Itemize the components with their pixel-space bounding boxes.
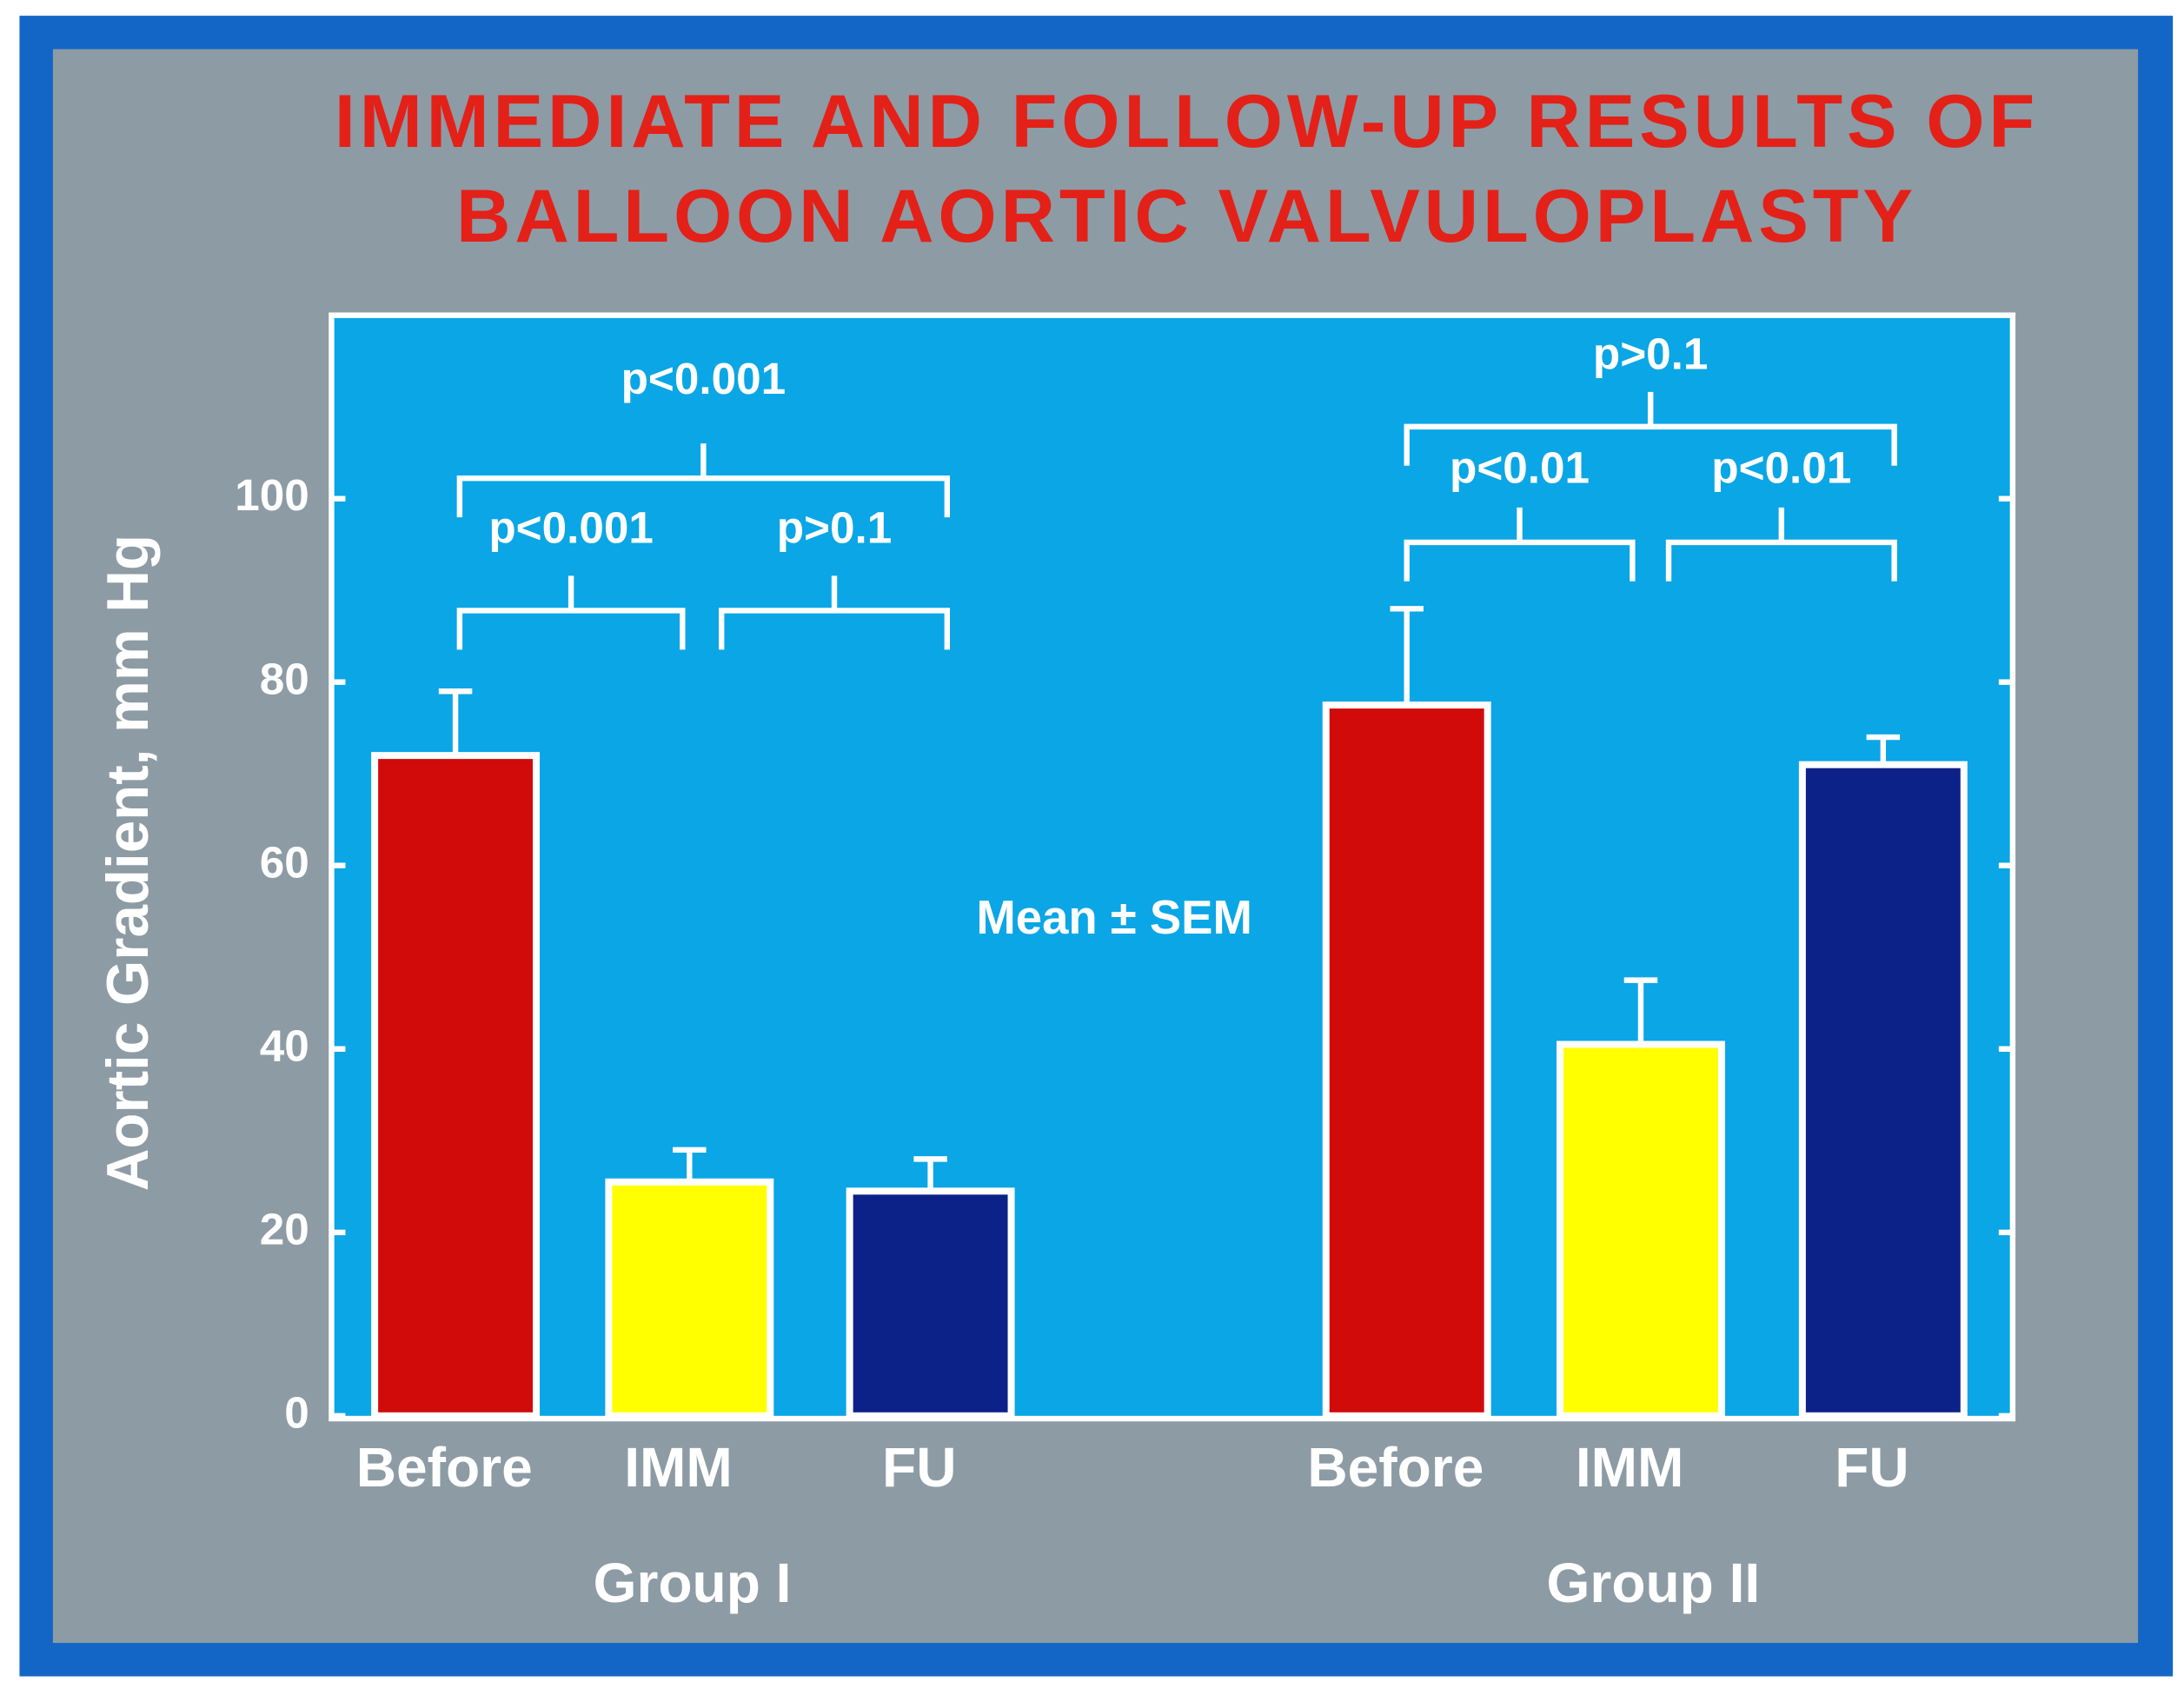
- x-tick-label: Before: [1307, 1436, 1484, 1499]
- y-tick-label: 20: [260, 1204, 309, 1253]
- bar: [1322, 701, 1491, 1419]
- p-value-label: p<0.01: [1711, 443, 1851, 493]
- bar: [1556, 1040, 1725, 1419]
- group-label: Group II: [1547, 1552, 1761, 1614]
- y-tick-label: 80: [260, 654, 309, 703]
- x-tick-label: IMM: [1576, 1436, 1684, 1499]
- bar: [371, 752, 541, 1419]
- x-tick-label: FU: [882, 1436, 956, 1499]
- y-axis-label: Aortic Gradient, mm Hg: [96, 535, 161, 1191]
- chart-title: BALLOON AORTIC VALVULOPLASTY: [456, 175, 1917, 258]
- group-label: Group I: [594, 1552, 792, 1614]
- x-tick-label: FU: [1835, 1436, 1909, 1499]
- significance-bracket: [1404, 391, 1897, 466]
- y-tick-label: 0: [284, 1387, 309, 1437]
- bar: [605, 1178, 774, 1419]
- note: Mean ± SEM: [976, 891, 1252, 944]
- bar: [846, 1187, 1015, 1419]
- significance-bracket: [456, 575, 686, 650]
- significance-bracket: [456, 443, 951, 518]
- y-tick-label: 100: [235, 470, 309, 520]
- significance-bracket: [718, 575, 951, 650]
- significance-bracket: [1404, 507, 1636, 582]
- x-tick-label: IMM: [624, 1436, 733, 1499]
- bar: [1798, 761, 1968, 1419]
- x-tick-label: Before: [356, 1436, 533, 1499]
- p-value-label: p<0.001: [621, 354, 787, 403]
- significance-bracket: [1665, 507, 1897, 582]
- p-value-label: p<0.001: [488, 503, 654, 553]
- y-tick-label: 60: [260, 837, 309, 887]
- p-value-label: p<0.01: [1450, 443, 1590, 493]
- p-value-label: p>0.1: [777, 503, 893, 553]
- p-value-label: p>0.1: [1593, 329, 1709, 378]
- chart-title: IMMEDIATE AND FOLLOW-UP RESULTS OF: [335, 80, 2039, 163]
- y-tick-label: 40: [260, 1021, 309, 1070]
